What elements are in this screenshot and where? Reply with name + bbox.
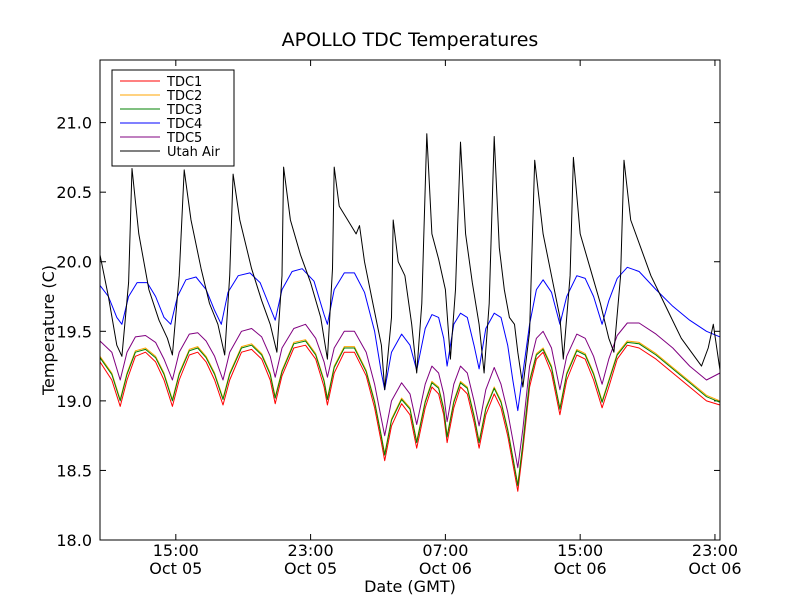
x-tick-date-label: Oct 06 (554, 559, 607, 578)
x-axis-label: Date (GMT) (364, 577, 456, 596)
series-line-tdc2 (99, 339, 721, 485)
series-line-tdc3 (99, 340, 721, 487)
y-axis-label: Temperature (C) (39, 265, 58, 396)
series-line-tdc1 (99, 344, 721, 492)
y-tick-label: 19.0 (56, 392, 92, 411)
series-line-tdc5 (99, 322, 721, 469)
legend-label: TDC3 (166, 103, 202, 118)
x-tick-time-label: 15:00 (153, 541, 199, 560)
x-tick-date-label: Oct 06 (419, 559, 472, 578)
y-tick-label: 21.0 (56, 114, 92, 133)
x-tick-time-label: 15:00 (557, 541, 603, 560)
legend-label: TDC1 (166, 75, 202, 90)
chart-title: APOLLO TDC Temperatures (282, 29, 539, 51)
x-tick-date-label: Oct 06 (688, 559, 741, 578)
legend-label: Utah Air (167, 145, 220, 160)
series-line-utah-air (99, 133, 721, 391)
x-tick-date-label: Oct 05 (149, 559, 202, 578)
y-tick-label: 18.0 (56, 531, 92, 550)
x-tick-time-label: 07:00 (422, 541, 468, 560)
x-tick-date-label: Oct 05 (284, 559, 337, 578)
x-tick-time-label: 23:00 (288, 541, 334, 560)
x-tick-time-label: 23:00 (692, 541, 738, 560)
legend-label: TDC2 (166, 89, 202, 104)
y-tick-label: 18.5 (56, 461, 92, 480)
plot-area-frame (99, 59, 721, 541)
series-lines (99, 133, 721, 492)
y-tick-label: 20.0 (56, 253, 92, 272)
legend-box (111, 69, 235, 167)
series-line-tdc4 (99, 266, 721, 412)
legend-label: TDC4 (166, 117, 202, 132)
y-tick-label: 19.5 (56, 322, 92, 341)
legend-label: TDC5 (166, 131, 202, 146)
y-tick-label: 20.5 (56, 183, 92, 202)
